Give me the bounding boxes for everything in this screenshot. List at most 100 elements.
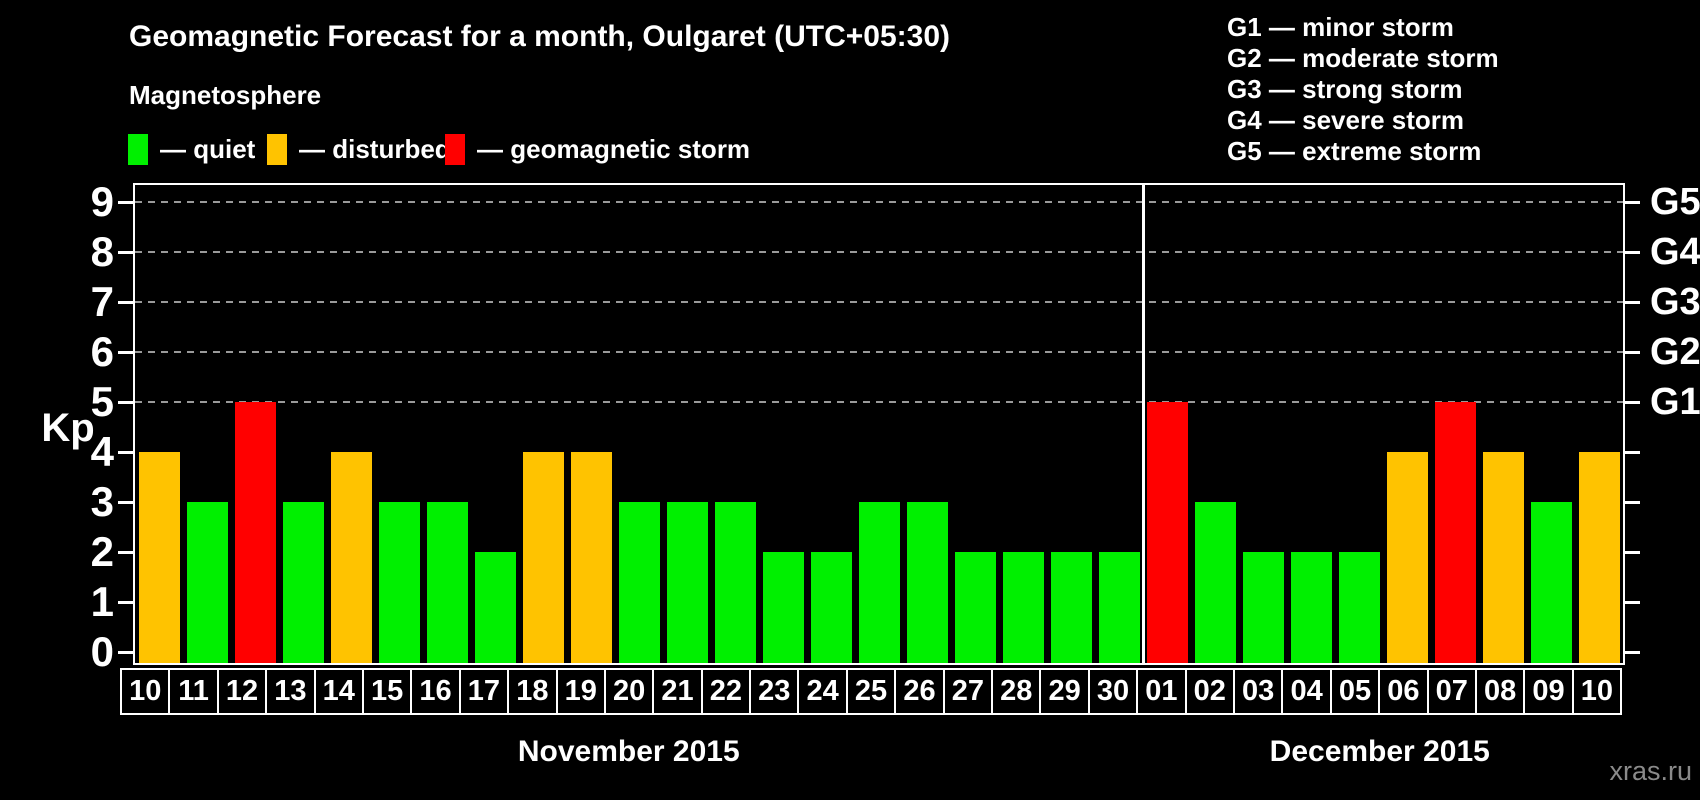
day-label-nov-15: 15 xyxy=(361,668,413,715)
kp-bar-nov-17 xyxy=(474,552,516,663)
day-label-nov-30: 30 xyxy=(1087,668,1139,715)
gridline-kp-6 xyxy=(135,351,1623,353)
y-axis-tick-left-4 xyxy=(118,450,133,454)
legend-swatch-storm xyxy=(445,133,465,165)
y-axis-tick-left-1 xyxy=(118,600,133,604)
y-axis-tick-left-7 xyxy=(118,300,133,304)
legend-item-disturbed: — disturbed xyxy=(267,133,451,165)
y-axis-tick-right-6 xyxy=(1625,350,1640,354)
kp-bar-nov-30 xyxy=(1098,552,1140,663)
kp-bar-dec-02 xyxy=(1194,502,1236,663)
legend-swatch-disturbed xyxy=(267,133,287,165)
kp-bar-nov-21 xyxy=(666,502,708,663)
month-label-nov: November 2015 xyxy=(517,735,740,768)
y-axis-tick-left-2 xyxy=(118,550,133,554)
y-axis-label-1: 1 xyxy=(90,578,114,625)
kp-bar-nov-16 xyxy=(426,502,468,663)
y-axis-label-8: 8 xyxy=(90,228,114,275)
y-axis-label-5: 5 xyxy=(90,378,114,425)
day-label-dec-04: 04 xyxy=(1281,668,1332,715)
kp-bar-chart-plot-area xyxy=(133,183,1625,665)
day-label-nov-23: 23 xyxy=(749,668,800,715)
y-axis-label-3: 3 xyxy=(90,478,114,525)
day-label-dec-07: 07 xyxy=(1426,668,1477,715)
kp-bar-dec-10 xyxy=(1578,452,1620,663)
y-axis-title: Kp xyxy=(41,406,95,450)
kp-bar-nov-19 xyxy=(570,452,612,663)
y-axis-tick-right-7 xyxy=(1625,300,1640,304)
magnetosphere-subtitle: Magnetosphere xyxy=(129,80,322,110)
kp-bar-dec-07 xyxy=(1434,402,1476,663)
g-legend-line-2: G2 — moderate storm xyxy=(1227,43,1499,73)
kp-bar-dec-09 xyxy=(1530,502,1572,663)
kp-bar-nov-23 xyxy=(762,552,804,663)
day-label-nov-22: 22 xyxy=(700,668,752,715)
y-axis-tick-right-2 xyxy=(1625,550,1640,554)
gridline-kp-7 xyxy=(135,301,1623,303)
g-axis-label-G1: G1 xyxy=(1650,381,1700,423)
magnetosphere-legend: — quiet — disturbed — geomagnetic storm xyxy=(0,133,1700,165)
day-label-dec-02: 02 xyxy=(1184,668,1235,715)
kp-bar-nov-11 xyxy=(186,502,228,663)
legend-label-disturbed: — disturbed xyxy=(299,133,451,164)
kp-bar-dec-06 xyxy=(1386,452,1428,663)
y-axis-tick-right-3 xyxy=(1625,500,1640,504)
gridline-kp-8 xyxy=(135,251,1623,253)
kp-bar-nov-18 xyxy=(522,452,564,663)
g-axis-label-G4: G4 xyxy=(1650,231,1700,273)
month-label-dec: December 2015 xyxy=(1269,735,1490,768)
watermark: xras.ru xyxy=(1609,756,1692,786)
y-axis-tick-left-6 xyxy=(118,350,133,354)
g-axis-label-G5: G5 xyxy=(1650,181,1700,223)
day-label-dec-03: 03 xyxy=(1232,668,1284,715)
day-label-nov-28: 28 xyxy=(991,668,1042,715)
y-axis-tick-right-0 xyxy=(1625,650,1640,654)
day-label-nov-17: 17 xyxy=(458,668,510,715)
day-label-nov-26: 26 xyxy=(894,668,945,715)
page-title: Geomagnetic Forecast for a month, Oulgar… xyxy=(129,20,951,53)
y-axis-tick-right-9 xyxy=(1625,200,1640,204)
month-separator xyxy=(1141,185,1145,663)
day-label-nov-16: 16 xyxy=(410,668,461,715)
day-label-nov-27: 27 xyxy=(942,668,994,715)
g-axis-label-G2: G2 xyxy=(1650,331,1700,373)
legend-item-storm: — geomagnetic storm xyxy=(445,133,750,165)
day-label-nov-11: 11 xyxy=(168,668,219,715)
g-scale-legend: G1 — minor storm G2 — moderate storm G3 — … xyxy=(1227,12,1499,167)
day-label-nov-12: 12 xyxy=(216,668,268,715)
day-label-dec-09: 09 xyxy=(1523,668,1574,715)
y-axis-label-0: 0 xyxy=(90,628,114,675)
kp-bar-nov-14 xyxy=(330,452,372,663)
y-axis-tick-left-0 xyxy=(118,650,133,654)
g-legend-line-4: G4 — severe storm xyxy=(1227,105,1465,135)
legend-label-quiet: — quiet xyxy=(160,133,256,164)
kp-bar-dec-01 xyxy=(1146,402,1188,663)
kp-bar-nov-26 xyxy=(906,502,948,663)
kp-bar-nov-27 xyxy=(954,552,996,663)
day-label-nov-19: 19 xyxy=(555,668,606,715)
day-label-nov-21: 21 xyxy=(652,668,703,715)
day-label-nov-25: 25 xyxy=(845,668,897,715)
g-axis-label-G3: G3 xyxy=(1650,281,1700,323)
y-axis-tick-left-9 xyxy=(118,200,133,204)
kp-bar-nov-22 xyxy=(714,502,756,663)
day-label-dec-10: 10 xyxy=(1571,668,1623,715)
gridline-kp-5 xyxy=(135,401,1623,403)
kp-bar-dec-05 xyxy=(1338,552,1380,663)
day-label-nov-14: 14 xyxy=(313,668,364,715)
y-axis-label-4: 4 xyxy=(90,428,114,475)
day-label-dec-06: 06 xyxy=(1378,668,1429,715)
day-label-nov-20: 20 xyxy=(603,668,655,715)
kp-bar-nov-12 xyxy=(234,402,276,663)
kp-bar-dec-04 xyxy=(1290,552,1332,663)
kp-bar-nov-20 xyxy=(618,502,660,663)
y-axis-tick-right-1 xyxy=(1625,600,1640,604)
day-label-nov-18: 18 xyxy=(507,668,558,715)
kp-bar-nov-13 xyxy=(282,502,324,663)
kp-bar-nov-29 xyxy=(1050,552,1092,663)
y-axis-label-2: 2 xyxy=(90,528,114,575)
y-axis-label-7: 7 xyxy=(90,278,114,325)
legend-swatch-quiet xyxy=(128,133,148,165)
g-legend-line-3: G3 — strong storm xyxy=(1227,74,1463,104)
kp-bar-dec-03 xyxy=(1242,552,1284,663)
